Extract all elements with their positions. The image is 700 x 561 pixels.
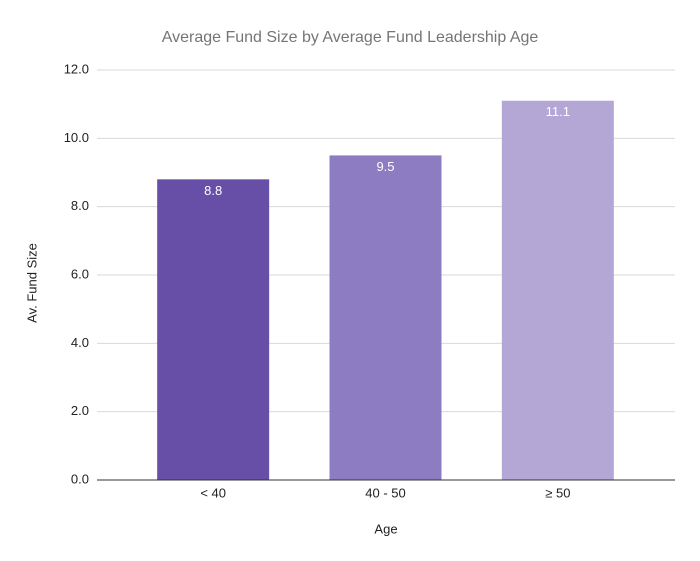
- value-label: 11.1: [546, 104, 570, 119]
- bar: [157, 179, 270, 481]
- y-tick-label: 10.0: [64, 130, 89, 145]
- x-tick-label: 40 - 50: [365, 485, 405, 500]
- bar: [329, 155, 442, 480]
- bar: [501, 100, 614, 480]
- value-label: 8.8: [204, 183, 222, 198]
- y-tick-label: 6.0: [71, 266, 89, 281]
- y-tick-label: 0.0: [71, 471, 89, 486]
- x-tick-label: < 40: [200, 485, 226, 500]
- y-tick-label: 8.0: [71, 198, 89, 213]
- value-label: 9.5: [376, 159, 394, 174]
- x-tick-label: ≥ 50: [545, 485, 570, 500]
- y-axis-label: Av. Fund Size: [24, 243, 39, 323]
- y-tick-label: 4.0: [71, 335, 89, 350]
- chart-title: Average Fund Size by Average Fund Leader…: [162, 29, 539, 46]
- y-tick-label: 12.0: [64, 61, 89, 76]
- y-tick-label: 2.0: [71, 403, 89, 418]
- x-axis-label: Age: [374, 521, 397, 536]
